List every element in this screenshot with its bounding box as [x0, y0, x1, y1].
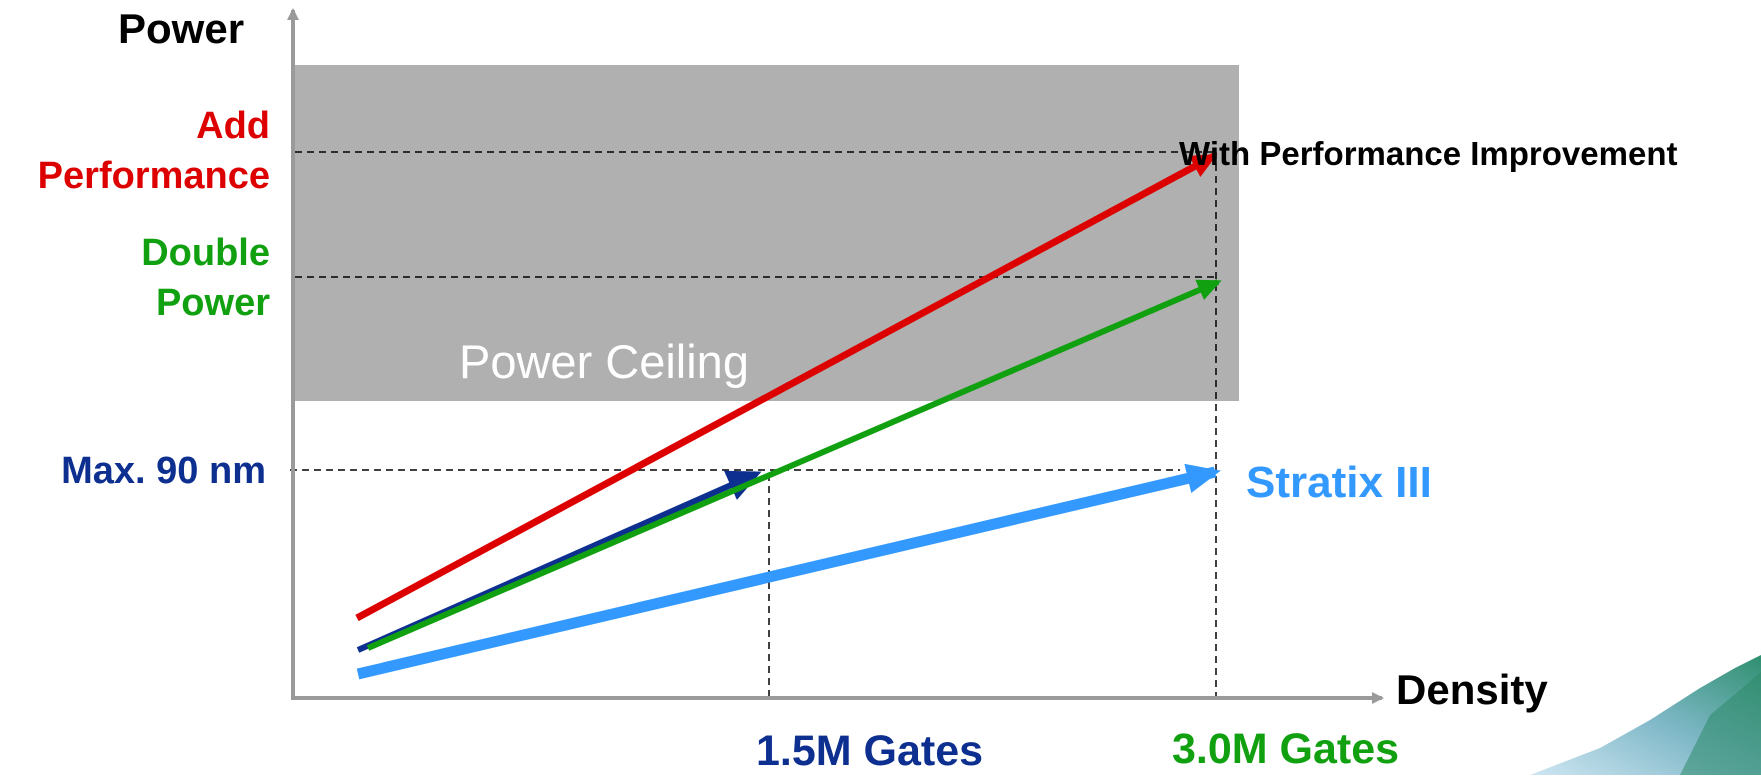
y-axis-label: Power [118, 5, 245, 52]
gates-3-0m-label: 3.0M Gates [1172, 725, 1400, 773]
gates-1-5m-label: 1.5M Gates [756, 727, 984, 775]
double-power-arrow [366, 279, 1222, 651]
add-performance-arrow [355, 152, 1218, 622]
max-90nm-label: Max. 90 nm [61, 450, 266, 492]
stratix-iii-label: Stratix III [1246, 458, 1432, 507]
performance-improvement-label: With Performance Improvement [1179, 135, 1678, 172]
add-performance-label: Add Performance [37, 105, 270, 197]
stratix-iii-arrow [356, 463, 1221, 680]
power-ceiling-region [295, 65, 1239, 401]
x-axis-label: Density [1396, 666, 1548, 713]
double-power-label: Double Power [141, 232, 270, 324]
corner-decoration-accent [1680, 672, 1761, 775]
guide-lines [290, 151, 1218, 697]
power-ceiling-label: Power Ceiling [459, 335, 749, 388]
